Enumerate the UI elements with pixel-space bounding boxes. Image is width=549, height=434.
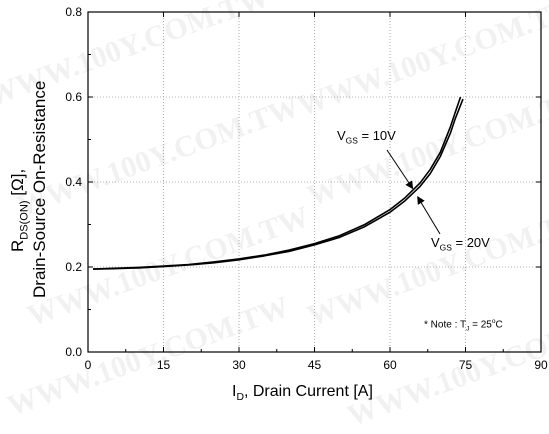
annotation-vgs-20v: VGS = 20V	[431, 235, 490, 253]
annotation-arrows	[386, 149, 441, 235]
x-axis-label: ID, Drain Current [A]	[232, 383, 373, 404]
x-tick-label: 15	[157, 358, 171, 372]
note-junction-temperature: * Note : TJ = 25oC	[424, 318, 503, 333]
y-tick-labels: 0.0 0.2 0.4 0.6 0.8	[65, 5, 82, 359]
y-tick-label: 0.8	[65, 5, 82, 19]
arrow-vgs-10v	[386, 149, 414, 190]
y-tick-label: 0.0	[65, 345, 82, 359]
x-tick-label: 45	[308, 358, 322, 372]
axis-ticks	[87, 11, 542, 353]
x-tick-label: 75	[459, 358, 473, 372]
y-axis-label-line2: Drain-Source On-Resistance	[30, 80, 49, 298]
x-tick-label: 60	[383, 358, 397, 372]
annotation-vgs-10v: VGS = 10V	[337, 128, 396, 146]
arrow-vgs-20v	[417, 196, 441, 235]
series-line-1	[92, 96, 462, 270]
y-axis-label-line1: RDS(ON) [Ω],	[8, 168, 31, 252]
y-tick-label: 0.6	[65, 90, 82, 104]
chart-canvas: 0 15 30 45 60 75 90 0.0 0.2 0.4 0.6 0.8	[65, 5, 548, 372]
x-tick-label: 0	[85, 358, 92, 372]
grid-lines	[88, 12, 541, 352]
x-tick-labels: 0 15 30 45 60 75 90	[85, 358, 548, 372]
series-line-2	[92, 98, 464, 270]
x-tick-label: 30	[232, 358, 246, 372]
y-tick-label: 0.4	[65, 175, 82, 189]
series-layer	[92, 96, 464, 270]
y-tick-label: 0.2	[65, 260, 82, 274]
x-tick-label: 90	[534, 358, 548, 372]
